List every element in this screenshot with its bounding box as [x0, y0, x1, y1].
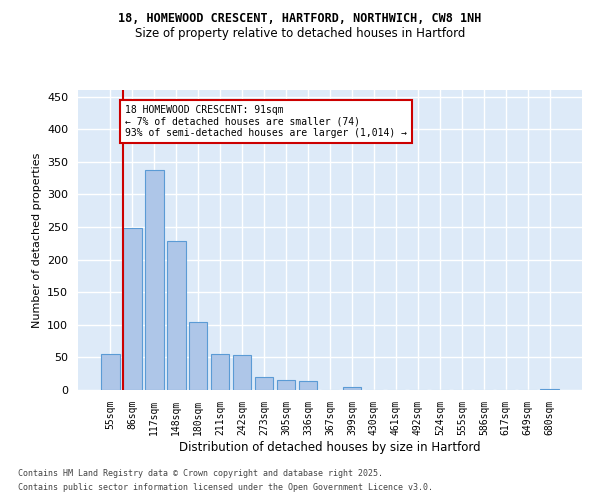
Bar: [299, 381, 317, 390]
Y-axis label: Number of detached properties: Number of detached properties: [32, 152, 41, 328]
Bar: [123, 228, 142, 390]
Bar: [255, 377, 274, 390]
Bar: [145, 170, 164, 390]
Text: Size of property relative to detached houses in Hartford: Size of property relative to detached ho…: [135, 28, 465, 40]
Bar: [101, 354, 119, 390]
Text: Contains public sector information licensed under the Open Government Licence v3: Contains public sector information licen…: [18, 484, 433, 492]
Bar: [189, 322, 208, 390]
Text: Contains HM Land Registry data © Crown copyright and database right 2025.: Contains HM Land Registry data © Crown c…: [18, 468, 383, 477]
Bar: [233, 356, 251, 390]
X-axis label: Distribution of detached houses by size in Hartford: Distribution of detached houses by size …: [179, 440, 481, 454]
Text: 18, HOMEWOOD CRESCENT, HARTFORD, NORTHWICH, CW8 1NH: 18, HOMEWOOD CRESCENT, HARTFORD, NORTHWI…: [118, 12, 482, 26]
Bar: [343, 386, 361, 390]
Text: 18 HOMEWOOD CRESCENT: 91sqm
← 7% of detached houses are smaller (74)
93% of semi: 18 HOMEWOOD CRESCENT: 91sqm ← 7% of deta…: [125, 105, 407, 138]
Bar: [211, 354, 229, 390]
Bar: [167, 242, 185, 390]
Bar: [277, 380, 295, 390]
